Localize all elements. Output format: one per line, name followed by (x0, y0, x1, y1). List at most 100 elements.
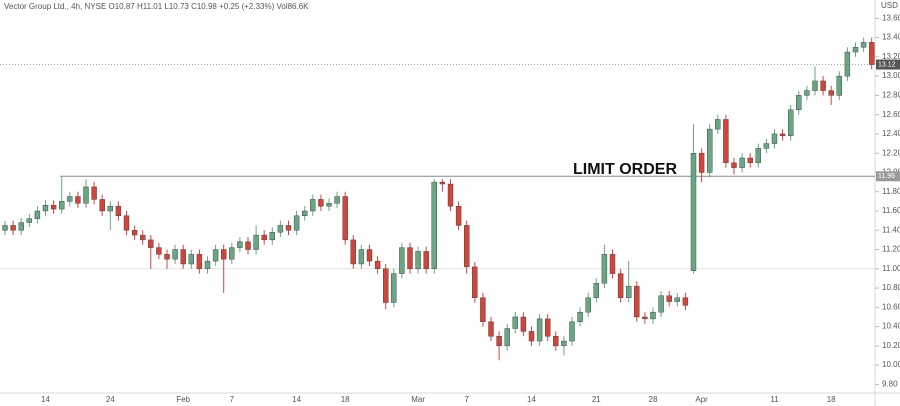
candle-body (431, 181, 437, 269)
candle-body (569, 321, 575, 342)
candle-body (374, 260, 381, 269)
candle-body (836, 75, 842, 96)
candle-body (585, 297, 591, 313)
candle-body (545, 318, 551, 337)
candle-body (391, 273, 397, 303)
candle-body (658, 295, 664, 313)
candle-body (10, 225, 16, 231)
candle-body (869, 42, 875, 65)
header: Vector Group Ltd., 4h, NYSE O10.87 H11.0… (4, 2, 309, 11)
y-tick-label: 13.40 (882, 33, 900, 42)
candle-body (366, 249, 373, 262)
x-tick-label: Apr (695, 395, 708, 404)
candle-body (528, 331, 535, 342)
candle-body (820, 80, 826, 91)
candle-body (674, 297, 680, 302)
y-tick-label: 10.20 (882, 341, 900, 350)
candle-body (828, 90, 834, 96)
limit-tag (876, 171, 900, 182)
candle-body (496, 336, 502, 347)
x-tick-label: 14 (41, 395, 50, 404)
candle-body (204, 260, 211, 269)
candle-body (472, 266, 478, 298)
candle-body (229, 247, 235, 260)
candle-body (423, 251, 429, 269)
candle-body (107, 205, 114, 212)
candle-body (156, 247, 162, 255)
candle-body (439, 181, 446, 185)
limit-tag-label: 11.96 (878, 173, 895, 180)
x-tick-label: Mar (411, 395, 425, 404)
candle-body (488, 321, 494, 337)
candle-body (26, 218, 32, 223)
annotation: LIMIT ORDER (573, 161, 677, 178)
candle-body (690, 152, 697, 271)
candle-body (504, 328, 510, 347)
y-tick-label: 11.20 (882, 245, 900, 254)
candle-body (771, 133, 778, 144)
candle-body (447, 183, 454, 207)
currency: USD (881, 1, 898, 10)
candle-body (123, 215, 130, 231)
y-tick-label: 11.40 (882, 225, 900, 234)
x-tick-label: 7 (230, 395, 235, 404)
candle-body (407, 247, 413, 269)
candle-body (634, 285, 640, 318)
candle-body (512, 316, 518, 329)
last-price-tag (876, 59, 900, 70)
candle-body (779, 133, 786, 137)
candle-body (196, 254, 203, 269)
x-tick-label: 21 (592, 395, 601, 404)
x-tick-label: 18 (341, 395, 350, 404)
x-tick-label: 28 (649, 395, 658, 404)
x-tick-label: 14 (527, 395, 536, 404)
candle-body (326, 203, 332, 207)
candle-body (601, 254, 608, 284)
y-tick-label: 12.80 (882, 90, 900, 99)
candle-body (812, 80, 818, 91)
candle-body (650, 311, 656, 320)
candle-body (480, 297, 486, 322)
candle-body (723, 119, 729, 164)
y-tick-label: 10.60 (882, 302, 900, 311)
candle-body (148, 239, 154, 248)
y-tick-label: 9.80 (882, 380, 898, 389)
candle-body (415, 251, 421, 269)
candle-body (666, 295, 672, 302)
y-tick-label: 11.00 (882, 264, 900, 273)
y-tick-label: 12.20 (882, 148, 900, 157)
candle-body (698, 152, 705, 173)
candle-body (852, 47, 859, 53)
y-tick-label: 10.40 (882, 322, 900, 331)
y-tick-label: 12.60 (882, 110, 900, 119)
candle-body (561, 340, 567, 347)
candle-body (617, 273, 624, 298)
candle-body (682, 297, 689, 306)
candle-body (237, 241, 243, 248)
candle-body (593, 283, 599, 298)
candle-body (464, 225, 470, 268)
x-tick-label: 14 (292, 395, 301, 404)
candle-body (131, 230, 138, 236)
candle-body (642, 316, 648, 320)
x-tick-label: Feb (176, 395, 190, 404)
candle-body (318, 199, 324, 207)
candle-body (212, 249, 219, 262)
candle-body (50, 205, 57, 210)
y-tick-label: 13.60 (882, 13, 900, 22)
candle-body (172, 249, 178, 260)
candle-body (302, 210, 308, 217)
candle-body (34, 210, 41, 219)
y-tick-label: 12.40 (882, 129, 900, 138)
candle-body (755, 148, 761, 164)
candle-body (520, 316, 527, 332)
candle-body (91, 186, 97, 200)
candle-body (75, 196, 81, 204)
y-tick-label: 13.00 (882, 71, 900, 80)
candle-body (739, 157, 745, 168)
candle-body (59, 201, 65, 210)
candle-body (796, 95, 802, 111)
x-tick-label: 7 (464, 395, 469, 404)
candle-body (747, 157, 753, 164)
